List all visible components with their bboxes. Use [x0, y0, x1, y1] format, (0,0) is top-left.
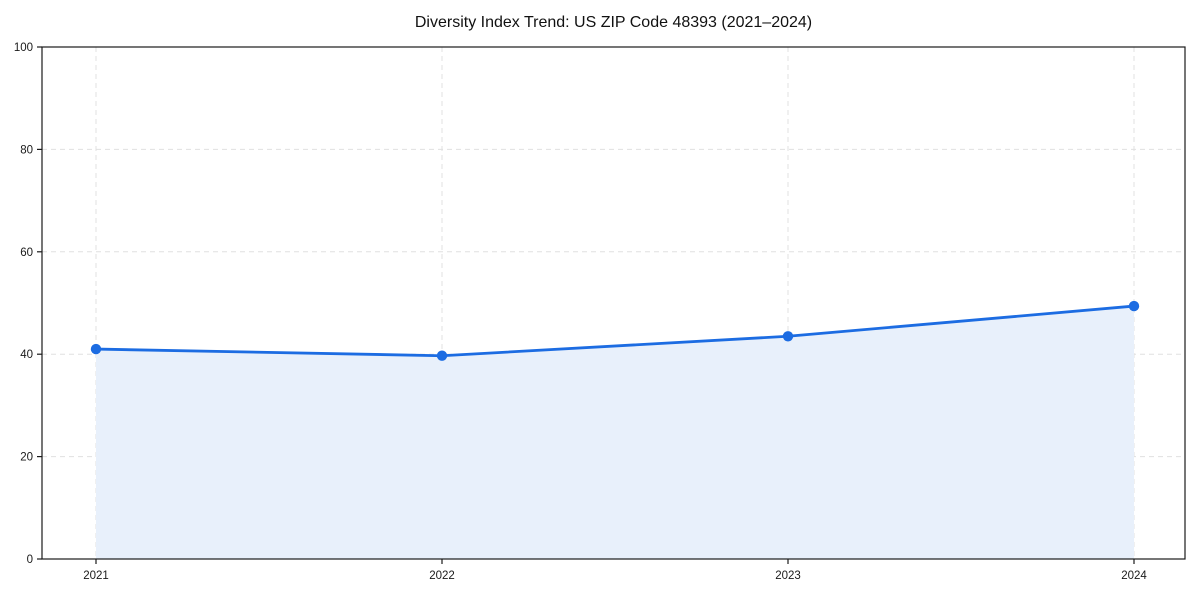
plot-spines — [41, 46, 1186, 560]
data-point-marker — [782, 331, 794, 342]
y-tick-label: 100 — [14, 42, 33, 54]
x-tick-label: 2023 — [775, 570, 801, 582]
data-point-marker — [1128, 300, 1140, 312]
data-point-marker — [436, 350, 448, 361]
y-tick-label: 60 — [20, 247, 33, 259]
y-tick-label: 20 — [20, 452, 33, 464]
chart-title: Diversity Index Trend: US ZIP Code 48393… — [414, 14, 813, 31]
data-point-marker — [90, 343, 102, 355]
y-tick-label: 80 — [20, 144, 33, 156]
x-tick-label: 2024 — [1121, 570, 1147, 582]
x-tick-label: 2022 — [429, 570, 455, 582]
series-area-fill — [96, 306, 1134, 559]
series-line — [94, 304, 1136, 358]
x-tick-label: 2021 — [83, 570, 109, 582]
y-tick-label: 0 — [27, 554, 33, 566]
y-tick-label: 40 — [20, 349, 33, 361]
